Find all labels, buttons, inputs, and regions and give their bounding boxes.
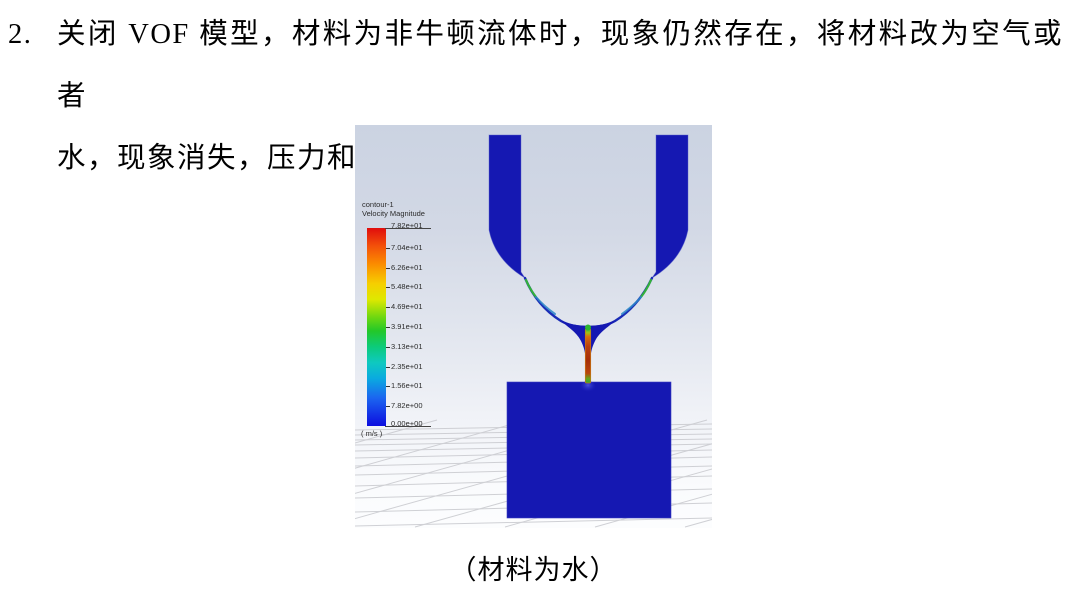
colorbar-label: 7.82e+01	[391, 221, 423, 231]
colorbar-tick	[386, 406, 390, 407]
cfd-contour-figure: contour-1 Velocity Magnitude 7.82e+01 7.…	[355, 125, 712, 528]
colorbar-label: 6.26e+01	[391, 263, 423, 273]
colorbar-tick	[386, 386, 390, 387]
colorbar-label: 0.00e+00	[391, 419, 423, 429]
colorbar-label: 3.13e+01	[391, 342, 423, 352]
film-stream-teal-left	[535, 296, 556, 315]
velocity-legend: contour-1 Velocity Magnitude 7.82e+01 7.…	[355, 125, 712, 528]
legend-unit: ( m/s )	[361, 429, 383, 438]
colorbar-label: 7.82e+00	[391, 401, 423, 411]
colorbar-tick	[386, 307, 390, 308]
colorbar-tick	[386, 268, 390, 269]
colorbar-label: 2.35e+01	[391, 362, 423, 372]
colorbar-tick	[386, 287, 390, 288]
colorbar-tick	[385, 426, 431, 427]
figure-caption: （材料为水）	[449, 555, 618, 585]
colorbar-label: 7.04e+01	[391, 243, 423, 253]
film-stream-teal-right	[621, 296, 642, 315]
colorbar-label: 3.91e+01	[391, 322, 423, 332]
film-stream-green-right	[639, 278, 653, 299]
collection-box	[506, 381, 672, 519]
colorbar-tick	[386, 327, 390, 328]
contour-plot-canvas	[355, 134, 712, 528]
paragraph-line-1: 关闭 VOF 模型，材料为非牛顿流体时，现象仍然存在，将材料改为空气或者	[57, 19, 1063, 112]
colorbar-label: 5.48e+01	[391, 282, 423, 292]
legend-title: contour-1	[362, 200, 394, 209]
film-stream-green-left	[524, 278, 538, 299]
jet-entry-glow	[580, 381, 596, 393]
legend-subtitle: Velocity Magnitude	[362, 209, 425, 218]
colorbar-tick	[386, 248, 390, 249]
colorbar-label: 4.69e+01	[391, 302, 423, 312]
list-number: 2.	[8, 19, 33, 50]
colorbar-tick	[386, 347, 390, 348]
colorbar-label: 1.56e+01	[391, 381, 423, 391]
colorbar-tick	[386, 367, 390, 368]
colorbar-tick	[385, 228, 431, 229]
velocity-colorbar	[367, 228, 386, 426]
jet-top-green-spot	[585, 324, 591, 331]
